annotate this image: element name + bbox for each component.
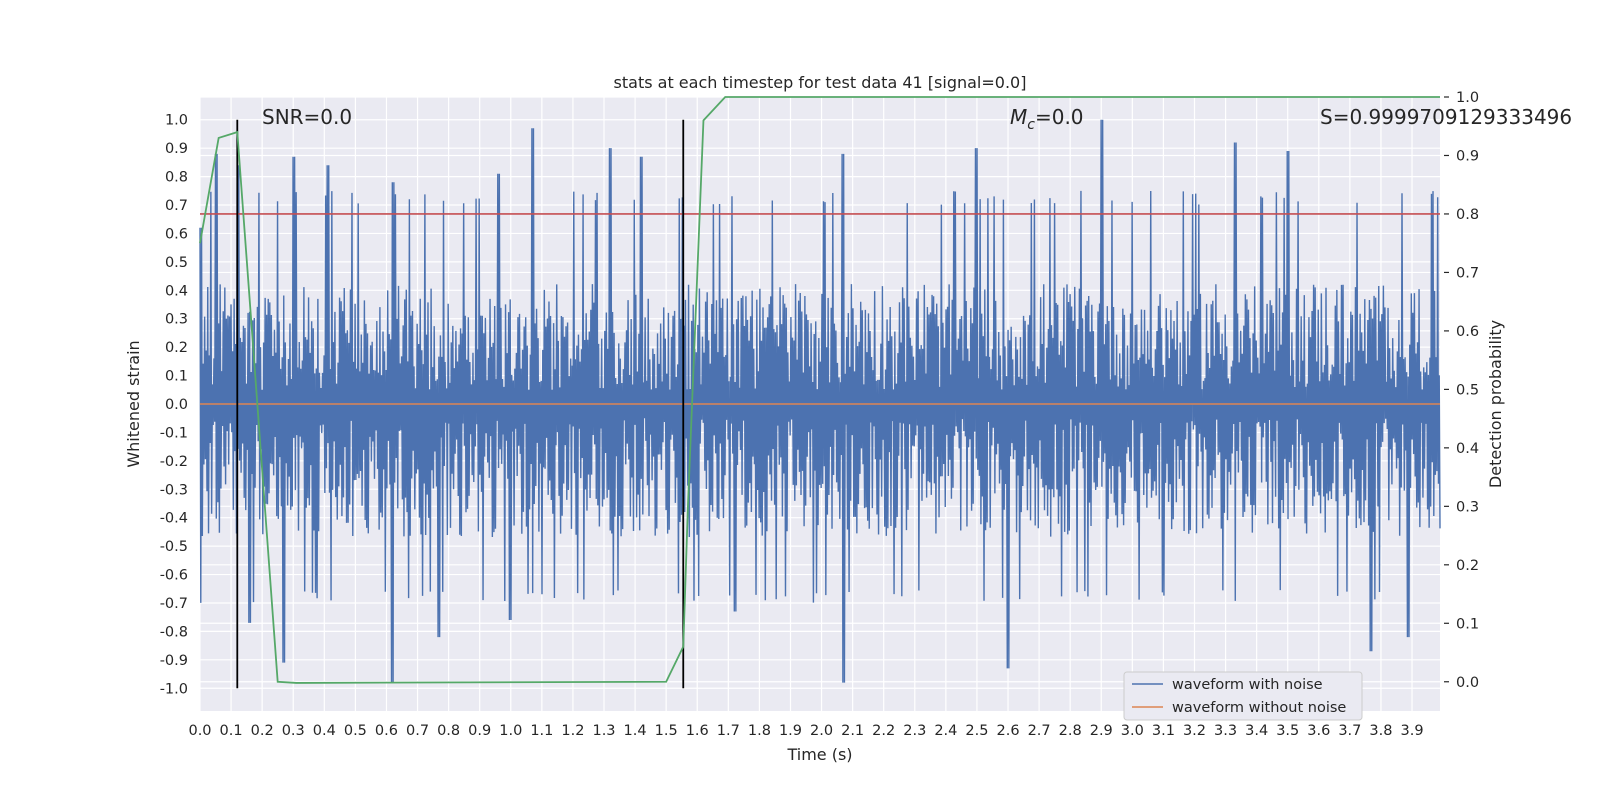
- x-tick-label: 1.8: [748, 723, 771, 739]
- series-detection-probability: [199, 96, 1440, 684]
- x-tick-label: 2.0: [810, 723, 833, 739]
- x-tick-label: 0.4: [313, 723, 336, 739]
- x-tick-label: 3.2: [1183, 723, 1206, 739]
- x-tick-label: 0.6: [375, 723, 398, 739]
- x-tick-label: 1.4: [624, 723, 647, 739]
- x-tick-label: 0.3: [282, 723, 305, 739]
- chirp-mass-annotation: Mc=0.0: [1010, 105, 1084, 133]
- x-tick-label: 3.3: [1214, 723, 1237, 739]
- x-tick-label: 2.1: [841, 723, 864, 739]
- x-tick-label: 3.7: [1338, 723, 1361, 739]
- x-tick-label: 1.6: [686, 723, 709, 739]
- noisy-waveform-path: [199, 119, 1441, 683]
- y2-tick-label: 0.2: [1456, 558, 1479, 574]
- x-axis-label: Time (s): [786, 745, 852, 764]
- legend-box: [1123, 671, 1363, 721]
- x-tick-label: 1.0: [499, 723, 522, 739]
- x-tick-label: 3.8: [1369, 723, 1392, 739]
- y-tick-label: -0.1: [160, 425, 188, 441]
- y-tick-label: 0.8: [165, 170, 188, 186]
- y-tick-label: -0.6: [160, 568, 188, 584]
- y-tick-label: -0.2: [160, 454, 188, 470]
- x-tick-label: 3.9: [1400, 723, 1423, 739]
- y2-axis-label: Detection probability: [1486, 320, 1505, 488]
- x-tick-label: 2.3: [903, 723, 926, 739]
- y-tick-label: -0.4: [160, 511, 188, 527]
- y-axis-label: Whitened strain: [124, 340, 143, 467]
- chirp-mass-value: =0.0: [1035, 105, 1084, 129]
- x-tick-label: 1.1: [530, 723, 553, 739]
- score-annotation: S=0.9999709129333496: [1320, 105, 1572, 129]
- y2-tick-label: 0.3: [1456, 499, 1479, 515]
- y-tick-label: 0.5: [165, 255, 188, 271]
- x-tick-label: 3.4: [1245, 723, 1268, 739]
- x-tick-label: 1.7: [717, 723, 740, 739]
- x-tick-label: 3.6: [1307, 723, 1330, 739]
- legend-label-clean: waveform without noise: [1172, 700, 1346, 716]
- x-tick-label: 1.9: [779, 723, 802, 739]
- x-tick-label: 2.6: [996, 723, 1019, 739]
- vertical-markers: [236, 119, 685, 689]
- x-tick-label: 0.5: [344, 723, 367, 739]
- x-tick-label: 0.2: [251, 723, 274, 739]
- y-tick-label: -0.5: [160, 539, 188, 555]
- y-tick-label: 0.1: [165, 369, 188, 385]
- y2-tick-labels: 1.0 0.9 0.8 0.7 0.6 0.5 0.4 0.3 0.2 0.1 0.0: [1444, 90, 1479, 691]
- x-tick-label: 2.8: [1059, 723, 1082, 739]
- x-tick-label: 3.1: [1152, 723, 1175, 739]
- x-tick-label: 2.7: [1028, 723, 1051, 739]
- y2-tick-label: 0.1: [1456, 616, 1479, 632]
- y-tick-label: -0.3: [160, 482, 188, 498]
- y2-tick-label: 0.9: [1456, 148, 1479, 164]
- x-tick-label: 2.9: [1090, 723, 1113, 739]
- y-tick-label: -0.9: [160, 653, 188, 669]
- x-tick-label: 2.4: [934, 723, 957, 739]
- series-waveform-with-noise: [199, 119, 1441, 683]
- y-tick-label: -0.7: [160, 596, 188, 612]
- x-tick-label: 2.2: [872, 723, 895, 739]
- y-tick-label: 0.3: [165, 312, 188, 328]
- y-tick-label: 0.2: [165, 340, 188, 356]
- y2-tick-label: 0.5: [1456, 382, 1479, 398]
- legend-label-noisy: waveform with noise: [1172, 677, 1323, 693]
- y2-tick-label: 0.7: [1456, 265, 1479, 281]
- y2-tick-label: 0.0: [1456, 675, 1479, 691]
- x-tick-label: 1.2: [561, 723, 584, 739]
- legend: waveform with noise waveform without noi…: [1123, 671, 1363, 721]
- y-tick-label: 0.9: [165, 141, 188, 157]
- x-tick-labels: 0.0 0.1 0.2 0.3 0.4 0.5 0.6 0.7 0.8 0.9 1.0 1.1 1.2 1…: [188, 723, 1423, 739]
- x-tick-label: 0.7: [406, 723, 429, 739]
- x-tick-label: 1.5: [655, 723, 678, 739]
- x-tick-label: 0.1: [220, 723, 243, 739]
- x-tick-label: 2.5: [965, 723, 988, 739]
- y2-tick-label: 0.6: [1456, 324, 1479, 340]
- y-tick-labels: 1.0 0.9 0.8 0.7 0.6 0.5 0.4 0.3 0.2 0.1 0.0 -0.1 -0.…: [160, 113, 188, 698]
- x-tick-label: 3.5: [1276, 723, 1299, 739]
- x-tick-label: 0.9: [468, 723, 491, 739]
- chirp-mass-symbol: M: [1010, 105, 1027, 129]
- y2-tick-label: 0.4: [1456, 441, 1479, 457]
- snr-annotation: SNR=0.0: [262, 105, 352, 129]
- y-tick-label: 0.4: [165, 283, 188, 299]
- x-tick-label: 0.8: [437, 723, 460, 739]
- chart-title: stats at each timestep for test data 41 …: [614, 73, 1027, 92]
- y-tick-label: -0.8: [160, 624, 188, 640]
- x-tick-label: 1.3: [592, 723, 615, 739]
- y-tick-label: 0.6: [165, 226, 188, 242]
- y-tick-label: 1.0: [165, 113, 188, 129]
- x-tick-label: 3.0: [1121, 723, 1144, 739]
- y2-tick-label: 1.0: [1456, 90, 1479, 106]
- x-tick-label: 0.0: [188, 723, 211, 739]
- y-tick-label: -1.0: [160, 681, 188, 697]
- y-tick-label: 0.7: [165, 198, 188, 214]
- y-tick-label: 0.0: [165, 397, 188, 413]
- y2-tick-label: 0.8: [1456, 207, 1479, 223]
- chirp-mass-subscript: c: [1027, 117, 1035, 133]
